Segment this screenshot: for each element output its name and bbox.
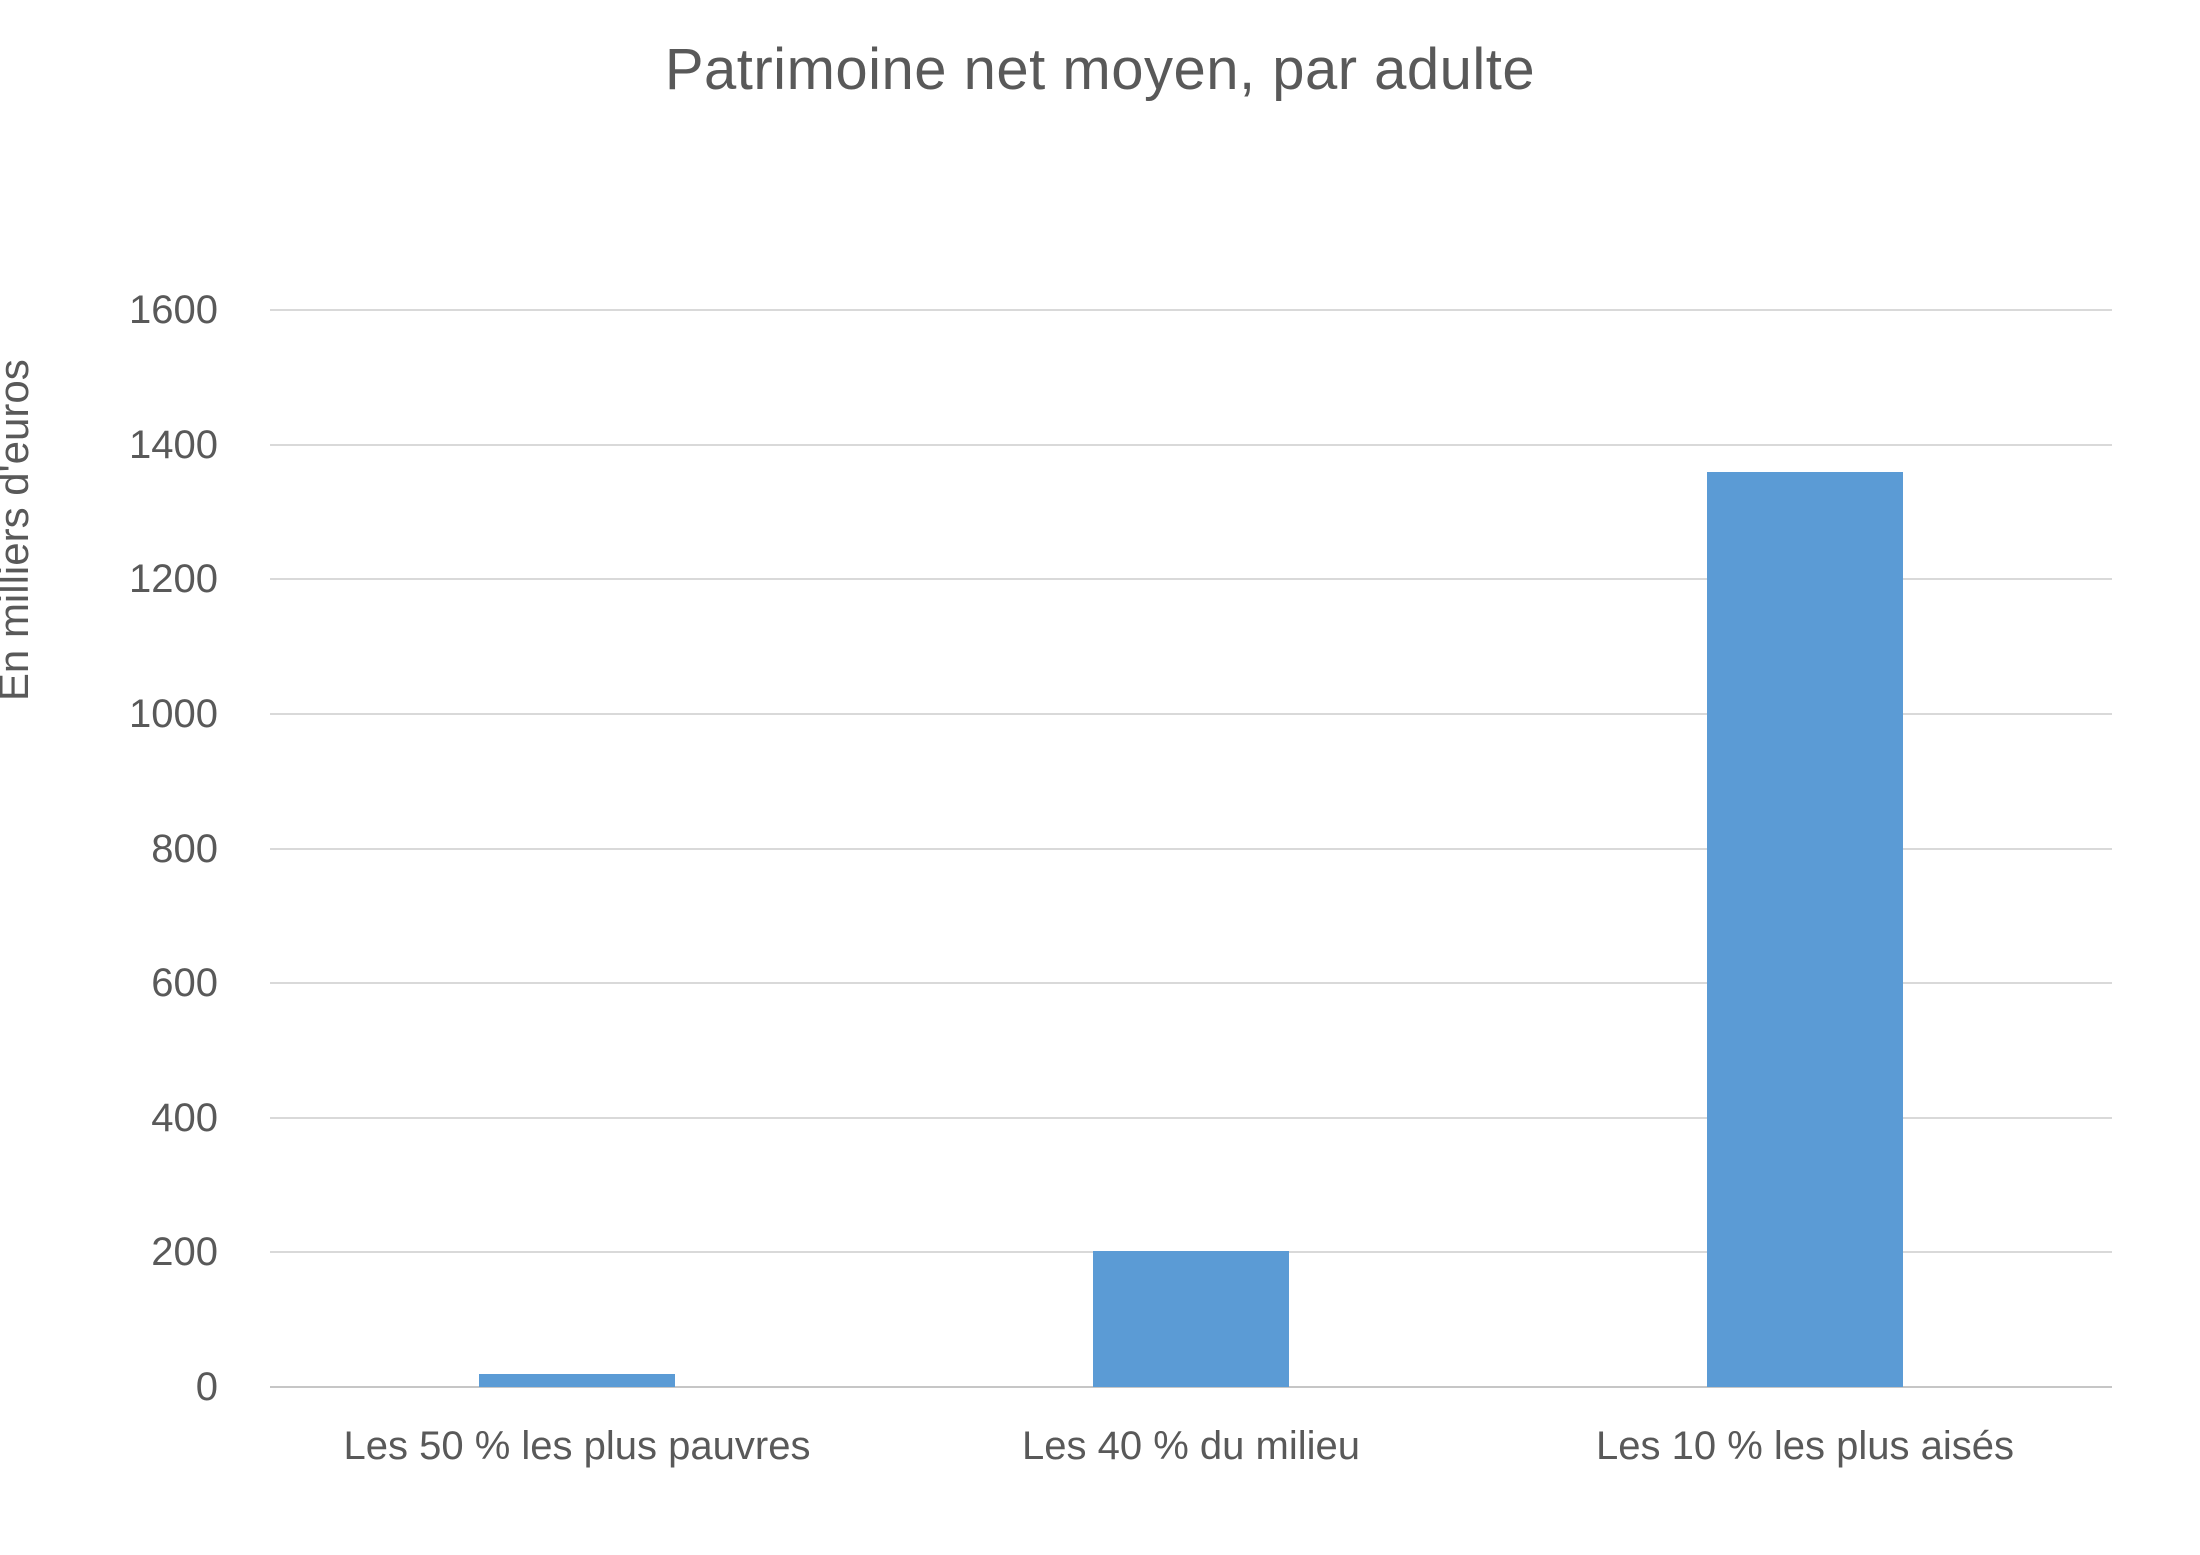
gridline bbox=[270, 712, 2112, 715]
y-tick-label: 600 bbox=[151, 961, 218, 1006]
y-tick-label: 1600 bbox=[129, 288, 218, 332]
bar-slot bbox=[884, 310, 1498, 1387]
x-category-label: Les 10 % les plus aisés bbox=[1595, 1424, 2014, 1468]
y-tick-label: 400 bbox=[151, 1095, 218, 1140]
bar-slot bbox=[270, 310, 884, 1387]
y-tick-label: 200 bbox=[151, 1230, 218, 1275]
x-axis-line bbox=[270, 1386, 2112, 1388]
chart-title: Patrimoine net moyen, par adulte bbox=[664, 37, 1536, 102]
y-tick-label: 800 bbox=[151, 826, 218, 871]
bar bbox=[478, 1373, 676, 1387]
bar-series bbox=[270, 310, 2112, 1387]
y-tick-label: 0 bbox=[195, 1365, 218, 1409]
gridline bbox=[270, 443, 2112, 446]
y-tick-label: 1400 bbox=[129, 422, 218, 467]
gridline bbox=[270, 1116, 2112, 1119]
y-tick-label: 1000 bbox=[129, 691, 218, 736]
gridline bbox=[270, 578, 2112, 581]
x-category-label: Les 50 % les plus pauvres bbox=[343, 1424, 811, 1468]
y-tick-label: 1200 bbox=[129, 557, 218, 602]
x-axis-labels: Les 50 % les plus pauvres Les 40 % du mil… bbox=[270, 1424, 2112, 1469]
bar bbox=[1092, 1251, 1290, 1387]
y-axis-ticks: 0 200 400 600 800 1000 1200 1400 1600 bbox=[0, 290, 218, 1407]
gridline bbox=[270, 847, 2112, 850]
x-category-label: Les 40 % du milieu bbox=[1022, 1424, 1360, 1468]
gridline bbox=[270, 309, 2112, 311]
gridline bbox=[270, 982, 2112, 985]
bar-slot bbox=[1498, 310, 2112, 1387]
bar bbox=[1706, 471, 1904, 1387]
plot-area bbox=[270, 309, 2112, 1388]
